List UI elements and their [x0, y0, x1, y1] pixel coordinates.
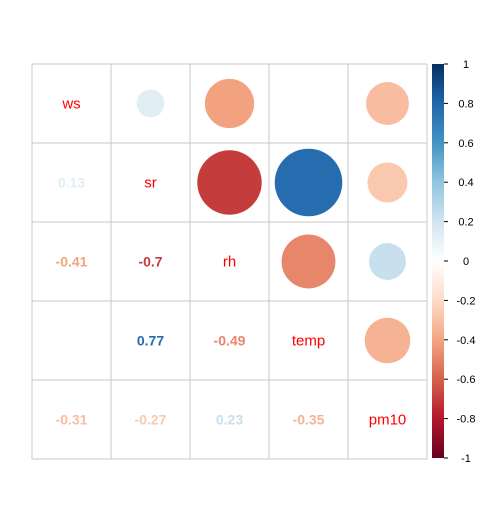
corr-label-temp-rh: -0.49	[214, 333, 246, 349]
diagonal-label-sr: sr	[144, 175, 157, 192]
corr-circle-sr-pm10	[367, 162, 408, 203]
corr-circle-ws-rh	[204, 78, 255, 129]
diagonal-label-ws: ws	[61, 96, 80, 113]
colorbar	[432, 64, 444, 458]
colorbar-tick-label: 0.4	[458, 177, 473, 189]
corr-label-rh-ws: -0.41	[56, 254, 88, 270]
colorbar-tick-label: -1	[461, 453, 471, 465]
corr-circle-ws-temp	[304, 99, 313, 108]
diagonal-label-rh: rh	[223, 254, 236, 271]
corr-circle-sr-temp	[274, 148, 343, 217]
colorbar-tick-label: -0.2	[457, 295, 476, 307]
corr-label-pm10-sr: -0.27	[135, 412, 167, 428]
colorbar-tick-label: -0.4	[457, 335, 476, 347]
corr-label-temp-sr: 0.77	[137, 333, 164, 349]
corr-circle-rh-temp	[281, 234, 336, 289]
corr-circle-temp-pm10	[364, 317, 411, 364]
colorbar-tick-label: 0.2	[458, 217, 473, 229]
grid-lines	[31, 63, 428, 460]
corr-label-temp-ws: 0.01	[58, 333, 85, 349]
corr-label-sr-ws: 0.13	[58, 175, 85, 191]
corr-label-pm10-temp: -0.35	[293, 412, 325, 428]
colorbar-tick-label: 0.8	[458, 98, 473, 110]
corr-label-pm10-rh: 0.23	[216, 412, 243, 428]
colorbar-tick-label: 0.6	[458, 138, 473, 150]
corr-label-pm10-ws: -0.31	[56, 412, 88, 428]
colorbar-tick-label: 0	[463, 256, 469, 268]
colorbar-tick-label: -0.6	[457, 374, 476, 386]
colorbar-tick-label: 1	[463, 59, 469, 71]
corr-circle-rh-pm10	[369, 243, 406, 280]
corr-circle-sr-rh	[197, 150, 262, 215]
corr-circle-ws-sr	[136, 89, 165, 118]
diagonal-label-temp: temp	[292, 333, 325, 350]
corr-circle-ws-pm10	[366, 82, 409, 125]
colorbar-tick-label: -0.8	[457, 414, 476, 426]
diagonal-label-pm10: pm10	[369, 412, 407, 429]
corr-label-rh-sr: -0.7	[138, 254, 162, 270]
